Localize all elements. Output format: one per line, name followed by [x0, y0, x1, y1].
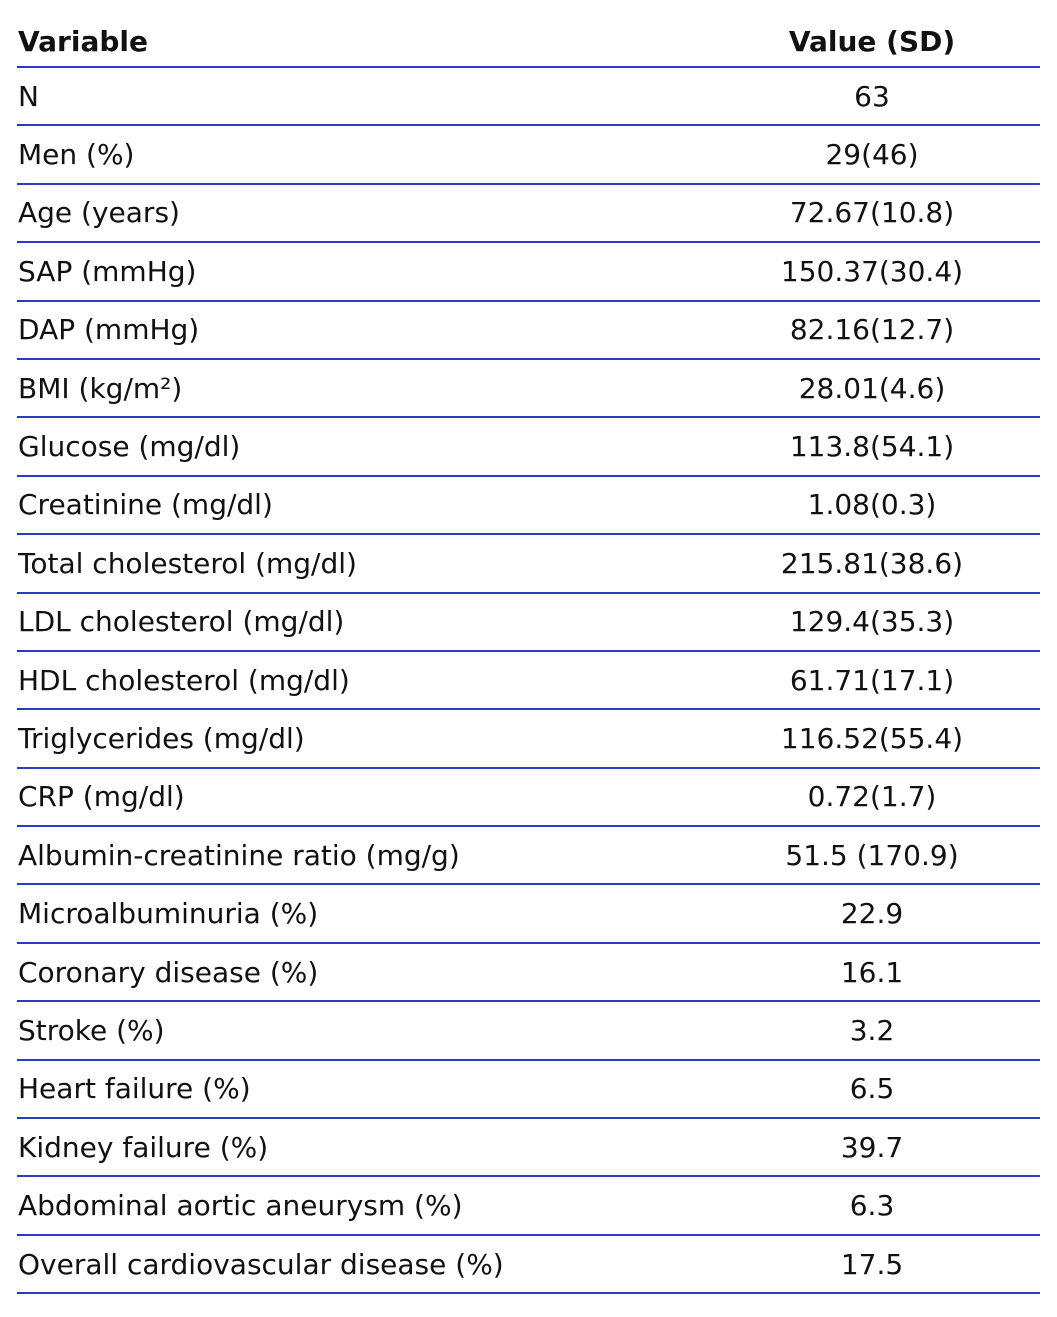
table-row: CRP (mg/dl) 0.72(1.7): [17, 769, 1040, 828]
table-row: Age (years) 72.67(10.8): [17, 185, 1040, 244]
table-row: Coronary disease (%) 16.1: [17, 944, 1040, 1003]
variable-cell: Microalbuminuria (%): [18, 897, 319, 931]
table-row: DAP (mmHg) 82.16(12.7): [17, 302, 1040, 360]
value-cell: 113.8(54.1): [789, 430, 955, 464]
table-row: Albumin-creatinine ratio (mg/g) 51.5 (170…: [17, 827, 1040, 886]
value-cell: 22.9: [840, 897, 904, 931]
variable-cell: DAP (mmHg): [18, 313, 200, 347]
value-cell: 61.71(17.1): [789, 663, 955, 697]
table-row: Stroke (%) 3.2: [17, 1002, 1040, 1061]
value-cell: 116.52(55.4): [780, 721, 964, 755]
value-cell: 51.5 (170.9): [785, 838, 959, 872]
value-cell: 1.08(0.3): [807, 488, 937, 522]
table-row: HDL cholesterol (mg/dl) 61.71(17.1): [17, 652, 1040, 711]
table-row: Heart failure (%) 6.5: [17, 1061, 1040, 1120]
table-row: Men (%) 29(46): [17, 126, 1040, 185]
variable-cell: SAP (mmHg): [18, 254, 197, 288]
variable-cell: Glucose (mg/dl): [18, 430, 241, 464]
table: Variable Value (SD) N 63 Men (%) 29(46) Age (y…: [17, 16, 1040, 1295]
table-row: BMI (kg/m²) 28.01(4.6): [17, 360, 1040, 419]
header-row: Variable Value (SD): [17, 16, 1040, 68]
variable-cell: HDL cholesterol (mg/dl): [18, 663, 350, 697]
value-cell: 150.37(30.4): [780, 254, 964, 288]
variable-cell: Abdominal aortic aneurysm (%): [18, 1189, 463, 1223]
table-row: Microalbuminuria (%) 22.9: [17, 885, 1040, 944]
variable-cell: Overall cardiovascular disease (%): [18, 1247, 504, 1281]
variable-cell: Heart failure (%): [18, 1072, 251, 1106]
value-cell: 17.5: [840, 1247, 904, 1281]
value-cell: 29(46): [825, 138, 919, 172]
variable-cell: Variable: [18, 24, 148, 58]
variable-cell: Total cholesterol (mg/dl): [18, 546, 357, 580]
variable-cell: Kidney failure (%): [18, 1130, 269, 1164]
table-row: N 63: [17, 68, 1040, 127]
variable-cell: Coronary disease (%): [18, 955, 319, 989]
table-row: Overall cardiovascular disease (%) 17.5: [17, 1236, 1040, 1295]
variable-cell: Albumin-creatinine ratio (mg/g): [18, 838, 460, 872]
table-row: SAP (mmHg) 150.37(30.4): [17, 243, 1040, 302]
table-row: Glucose (mg/dl) 113.8(54.1): [17, 418, 1040, 477]
value-cell: 129.4(35.3): [789, 605, 955, 639]
variable-cell: Men (%): [18, 138, 135, 172]
variable-cell: BMI (kg/m²): [18, 371, 183, 405]
value-cell: 6.5: [849, 1072, 895, 1106]
value-cell: 0.72(1.7): [807, 780, 937, 814]
variable-cell: Creatinine (mg/dl): [18, 488, 273, 522]
value-cell: 6.3: [849, 1189, 895, 1223]
table-row: Abdominal aortic aneurysm (%) 6.3: [17, 1177, 1040, 1236]
table-row: Triglycerides (mg/dl) 116.52(55.4): [17, 710, 1040, 769]
value-cell: 3.2: [849, 1013, 895, 1047]
value-cell: 16.1: [840, 955, 904, 989]
table-row: Kidney failure (%) 39.7: [17, 1119, 1040, 1178]
value-cell: 72.67(10.8): [789, 196, 955, 230]
value-cell: 39.7: [840, 1130, 904, 1164]
value-cell: Value (SD): [788, 24, 956, 58]
table-row: Total cholesterol (mg/dl) 215.81(38.6): [17, 535, 1040, 594]
table-row: LDL cholesterol (mg/dl) 129.4(35.3): [17, 594, 1040, 652]
variable-cell: Age (years): [18, 196, 180, 230]
value-cell: 215.81(38.6): [780, 546, 964, 580]
value-cell: 28.01(4.6): [798, 371, 946, 405]
table-row: Creatinine (mg/dl) 1.08(0.3): [17, 477, 1040, 536]
variable-cell: LDL cholesterol (mg/dl): [18, 605, 345, 639]
variable-cell: Triglycerides (mg/dl): [18, 721, 305, 755]
variable-cell: Stroke (%): [18, 1013, 165, 1047]
value-cell: 82.16(12.7): [789, 313, 955, 347]
variable-cell: CRP (mg/dl): [18, 780, 185, 814]
value-cell: 63: [854, 79, 890, 113]
variable-cell: N: [18, 79, 39, 113]
